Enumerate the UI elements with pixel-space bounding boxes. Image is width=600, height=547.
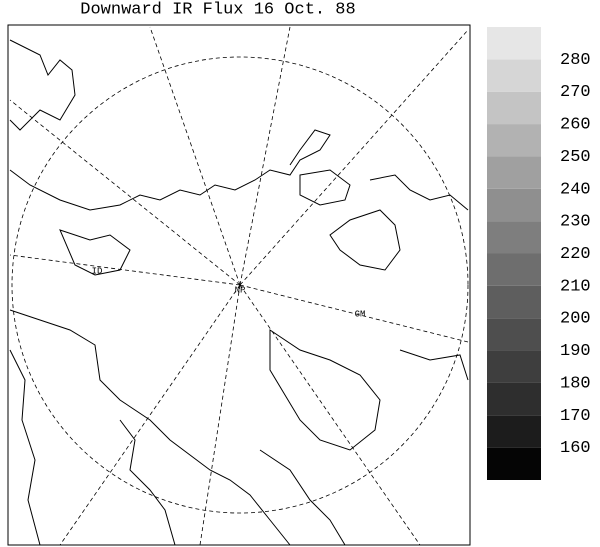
colorbar-tick-label: 280: [560, 51, 591, 70]
colorbar-box: [487, 285, 541, 319]
map-title: Downward IR Flux 16 Oct. 88: [80, 0, 355, 19]
colorbar-box: [487, 124, 541, 157]
colorbar-box: [487, 415, 541, 448]
colorbar-box: [487, 27, 541, 60]
colorbar-box: [487, 447, 541, 480]
colorbar-tick-label: 180: [560, 374, 591, 393]
dateline-label: ID: [92, 266, 103, 276]
colorbar-tick-label: 260: [560, 116, 591, 135]
colorbar-box: [487, 188, 541, 222]
colorbar-tick-label: 190: [560, 342, 591, 361]
colorbar-box: [487, 318, 541, 351]
coastlines: [9, 39, 469, 546]
colorbar-tick-label: 170: [560, 407, 591, 426]
colorbar-box: [487, 221, 541, 254]
north-pole-label: NP: [235, 285, 246, 295]
colorbar-box: [487, 253, 541, 286]
colorbar-tick-label: 210: [560, 277, 591, 296]
colorbar-tick-label: 230: [560, 213, 591, 232]
greenwich-label: GM: [355, 309, 366, 319]
colorbar-tick-label: 270: [560, 83, 591, 102]
colorbar-box: [487, 59, 541, 92]
colorbar-tick-label: 200: [560, 310, 591, 329]
colorbar-box: [487, 156, 541, 189]
colorbar-box: [487, 350, 541, 383]
map-grid: [9, 26, 469, 546]
colorbar-tick-label: 240: [560, 180, 591, 199]
colorbar-box: [487, 382, 541, 416]
colorbar-tick-label: 250: [560, 148, 591, 167]
colorbar-box: [487, 91, 541, 125]
colorbar: 160 170 180 190 200 210 220 230 240 250 260 270 280: [487, 27, 591, 480]
colorbar-tick-label: 220: [560, 245, 591, 264]
colorbar-tick-label: 160: [560, 439, 591, 458]
